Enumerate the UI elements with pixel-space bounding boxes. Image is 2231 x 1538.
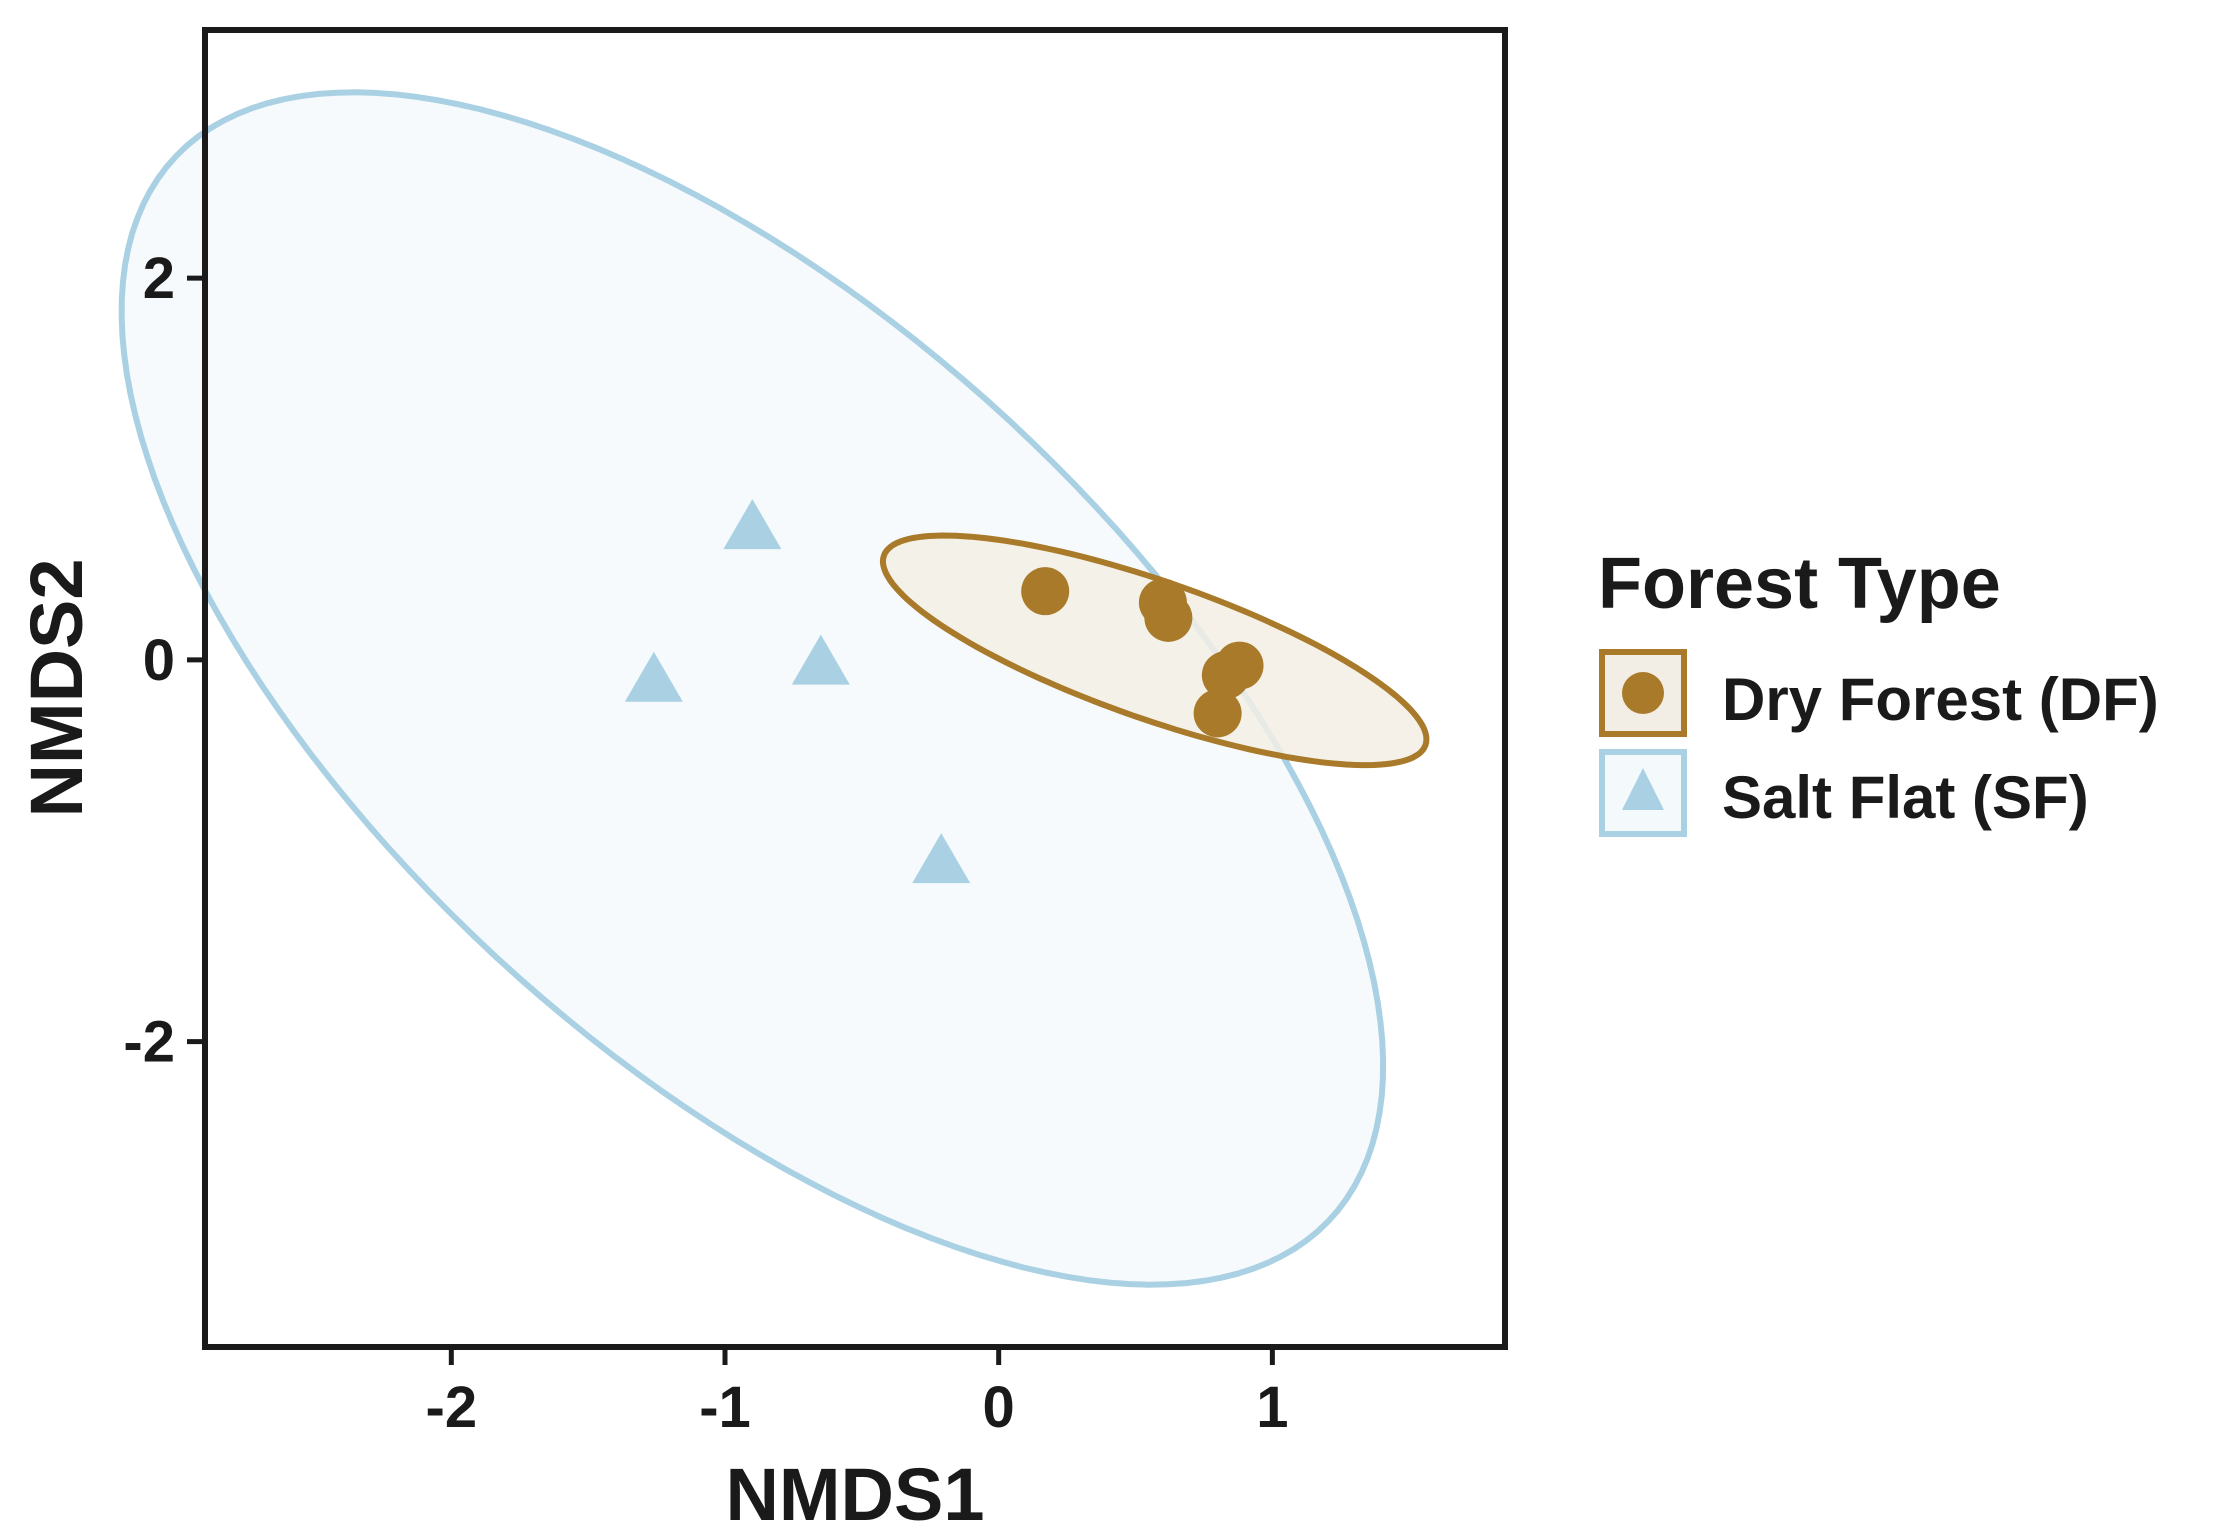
x-tick-label: -2 [426,1375,478,1440]
legend-circle-marker-icon [1622,672,1664,714]
point-dry-forest-df-1 [1021,567,1070,616]
y-tick-label: -2 [123,1010,175,1075]
legend-title: Forest Type [1598,544,2001,624]
y-tick-label: 2 [143,246,175,311]
legend-item-salt-flat: Salt Flat (SF) [1599,749,2089,837]
legend-key-salt-flat [1599,749,1687,837]
point-salt-flat-sf-1 [723,499,782,550]
x-axis-title: NMDS1 [725,1453,984,1533]
point-dry-forest-df-6 [1193,689,1242,738]
legend: Forest Type Dry Forest (DF) Salt Flat (S… [1598,544,2159,837]
x-tick-label: 0 [983,1375,1015,1440]
point-dry-forest-df-3 [1144,593,1193,642]
x-tick-label: 1 [1256,1375,1288,1440]
legend-label-salt-flat: Salt Flat (SF) [1722,764,2089,831]
point-salt-flat-sf-2 [624,651,683,702]
legend-item-dry-forest: Dry Forest (DF) [1599,649,2159,737]
points-layer [624,499,1264,884]
ellipse-dry-forest-df [879,532,1430,769]
y-tick-label: 0 [143,628,175,693]
ellipses-layer [118,89,1430,1288]
x-tick-label: -1 [699,1375,751,1440]
legend-label-dry-forest: Dry Forest (DF) [1722,666,2159,733]
point-salt-flat-sf-3 [791,634,850,685]
ellipse-salt-flat-sf [118,89,1387,1288]
point-dry-forest-df-5 [1201,651,1250,700]
y-axis-ticks: -2 0 2 [123,246,202,1075]
x-axis-ticks: -2 -1 0 1 [426,1350,1289,1440]
point-salt-flat-sf-4 [912,833,971,884]
legend-triangle-marker-icon [1622,768,1664,810]
y-axis-title: NMDS2 [15,558,98,817]
plot-panel-border [202,27,1508,1350]
